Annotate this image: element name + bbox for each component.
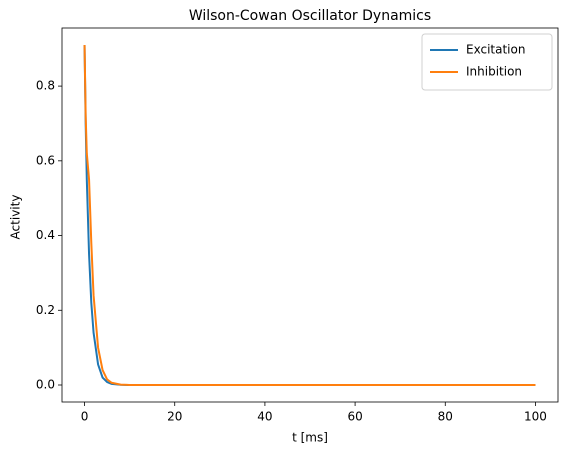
- y-axis-label: Activity: [9, 195, 23, 240]
- x-tick-label: 0: [81, 410, 89, 424]
- legend-label: Excitation: [466, 43, 525, 57]
- legend: Excitation Inhibition: [421, 33, 553, 91]
- x-tick-label: 60: [347, 410, 362, 424]
- y-tick-label: 0.0: [36, 378, 55, 392]
- x-tick-label: 100: [524, 410, 547, 424]
- legend-box: [421, 33, 553, 91]
- series-line: [83, 44, 536, 386]
- plot-frame: [61, 27, 559, 403]
- x-axis-label: t [ms]: [292, 431, 328, 445]
- legend-label: Inhibition: [466, 65, 522, 79]
- y-tick-label: 0.8: [36, 79, 55, 93]
- series-line: [83, 44, 536, 386]
- chart-title: Wilson-Cowan Oscillator Dynamics: [189, 8, 431, 24]
- x-tick-label: 40: [257, 410, 272, 424]
- x-tick-label: 80: [438, 410, 453, 424]
- y-tick-label: 0.2: [36, 303, 55, 317]
- x-tick-label: 20: [167, 410, 182, 424]
- y-tick-label: 0.4: [36, 228, 55, 242]
- y-tick-label: 0.6: [36, 153, 55, 167]
